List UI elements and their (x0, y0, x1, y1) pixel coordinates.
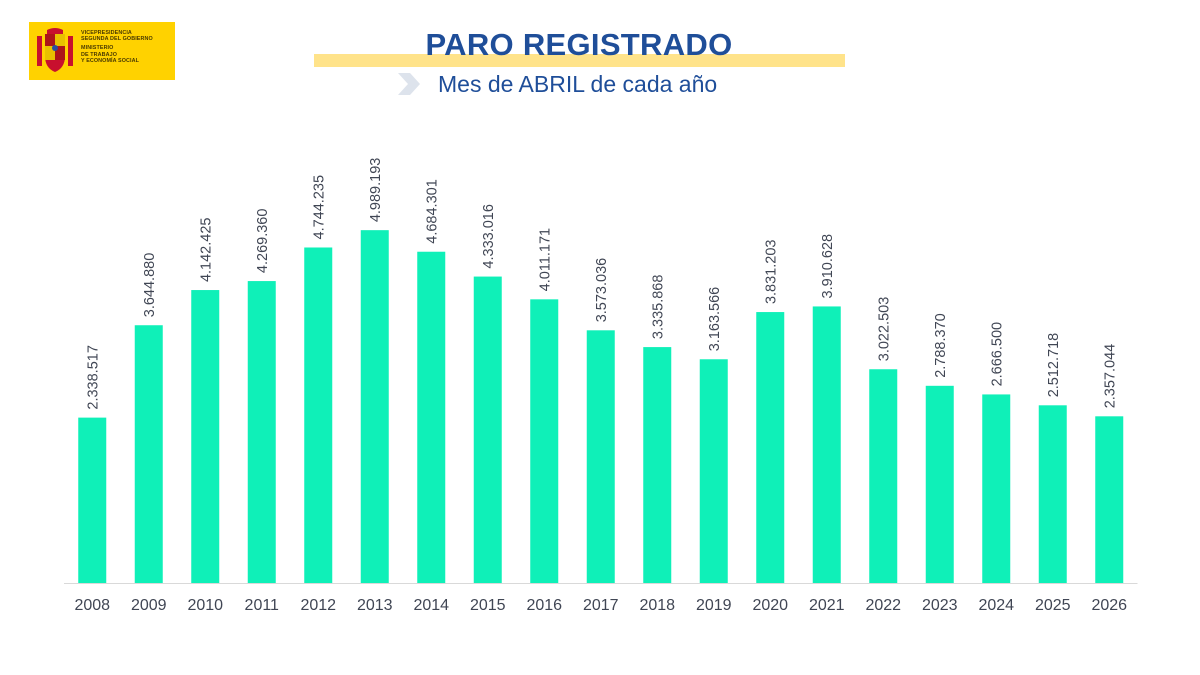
value-label-2020: 3.831.203 (763, 240, 779, 305)
value-label-2018: 3.335.868 (650, 275, 666, 340)
bar-2020 (756, 312, 785, 583)
value-label-2024: 2.666.500 (989, 322, 1005, 387)
bar-2015 (473, 276, 502, 583)
x-tick-label-2015: 2015 (470, 597, 506, 614)
bar-2016 (530, 299, 559, 583)
x-tick-label-2013: 2013 (357, 597, 393, 614)
x-tick-label-2017: 2017 (583, 597, 619, 614)
value-label-2012: 4.744.235 (311, 175, 327, 240)
x-tick-label-2010: 2010 (187, 597, 223, 614)
logo-line: Y ECONOMÍA SOCIAL (81, 57, 140, 64)
bar-2023 (925, 385, 954, 583)
value-label-2015: 4.333.016 (481, 204, 497, 269)
value-label-2021: 3.910.628 (820, 234, 836, 299)
value-label-2014: 4.684.301 (424, 179, 440, 244)
value-label-2009: 3.644.880 (142, 253, 158, 318)
value-label-2010: 4.142.425 (198, 218, 214, 283)
logo-line: SEGUNDA DEL GOBIERNO (81, 36, 153, 43)
logo-line: VICEPRESIDENCIA (81, 30, 132, 36)
bar-2011 (247, 281, 276, 583)
value-label-2013: 4.989.193 (368, 158, 384, 223)
x-tick-label-2009: 2009 (131, 597, 167, 614)
x-tick-label-2021: 2021 (809, 597, 845, 614)
bar-2014 (417, 251, 446, 584)
x-tick-label-2016: 2016 (526, 597, 562, 614)
value-label-2026: 2.357.044 (1102, 344, 1118, 409)
x-tick-label-2026: 2026 (1091, 597, 1127, 614)
value-label-2017: 3.573.036 (594, 258, 610, 323)
value-label-2016: 4.011.171 (537, 228, 553, 291)
x-tick-label-2011: 2011 (245, 597, 280, 614)
bar-2021 (812, 306, 841, 583)
bar-2018 (643, 347, 672, 583)
bar-2010 (191, 290, 220, 583)
x-tick-label-2023: 2023 (922, 597, 958, 614)
chevron-right-icon (398, 73, 420, 95)
value-label-2025: 2.512.718 (1046, 333, 1062, 398)
x-tick-label-2008: 2008 (74, 597, 110, 614)
x-tick-label-2018: 2018 (639, 597, 675, 614)
x-tick-label-2019: 2019 (696, 597, 732, 614)
bar-2025 (1038, 405, 1067, 583)
bar-2026 (1095, 416, 1124, 583)
bar-2013 (360, 230, 389, 583)
x-tick-label-2024: 2024 (978, 597, 1014, 614)
logo-line: MINISTERIO (81, 45, 114, 52)
value-label-2023: 2.788.370 (933, 313, 949, 378)
value-label-2008: 2.338.517 (85, 345, 101, 410)
ministry-logo: VICEPRESIDENCIA SEGUNDA DEL GOBIERNO MIN… (29, 22, 175, 80)
x-tick-label-2022: 2022 (865, 597, 901, 614)
bar-2009 (134, 325, 163, 583)
x-tick-label-2020: 2020 (752, 597, 788, 614)
bar-2022 (869, 369, 898, 583)
bar-2012 (304, 247, 333, 584)
x-tick-label-2014: 2014 (413, 597, 449, 614)
value-label-2022: 3.022.503 (876, 297, 892, 362)
logo-text: VICEPRESIDENCIA SEGUNDA DEL GOBIERNO MIN… (81, 30, 173, 64)
value-label-2011: 4.269.360 (255, 209, 271, 274)
bar-2024 (982, 394, 1011, 583)
spain-coat-of-arms-icon (37, 28, 73, 72)
x-tick-label-2012: 2012 (300, 597, 336, 614)
value-label-2019: 3.163.566 (707, 287, 723, 352)
title-highlight-band (314, 54, 845, 67)
logo-line: DE TRABAJO (81, 51, 118, 58)
page-title: PARO REGISTRADO (425, 27, 733, 62)
x-tick-label-2025: 2025 (1035, 597, 1071, 614)
page-subtitle: Mes de ABRIL de cada año (438, 71, 718, 97)
bar-2008 (78, 417, 107, 583)
bar-2017 (586, 330, 615, 583)
bar-2019 (699, 359, 728, 583)
